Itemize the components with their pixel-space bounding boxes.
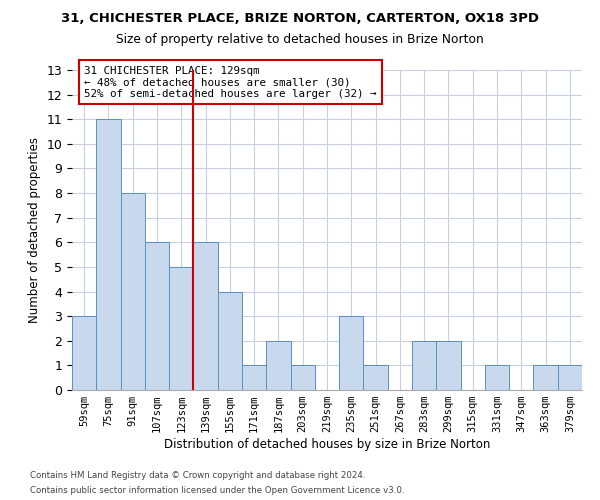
Y-axis label: Number of detached properties: Number of detached properties (28, 137, 41, 323)
Bar (412, 341, 436, 390)
Bar (339, 316, 364, 390)
X-axis label: Distribution of detached houses by size in Brize Norton: Distribution of detached houses by size … (164, 438, 490, 451)
Bar (121, 193, 145, 390)
Bar (242, 366, 266, 390)
Text: 31, CHICHESTER PLACE, BRIZE NORTON, CARTERTON, OX18 3PD: 31, CHICHESTER PLACE, BRIZE NORTON, CART… (61, 12, 539, 26)
Bar (485, 366, 509, 390)
Bar (266, 341, 290, 390)
Bar (96, 119, 121, 390)
Bar (558, 366, 582, 390)
Bar (218, 292, 242, 390)
Bar (364, 366, 388, 390)
Text: Contains public sector information licensed under the Open Government Licence v3: Contains public sector information licen… (30, 486, 404, 495)
Bar (436, 341, 461, 390)
Text: Contains HM Land Registry data © Crown copyright and database right 2024.: Contains HM Land Registry data © Crown c… (30, 471, 365, 480)
Bar (72, 316, 96, 390)
Bar (193, 242, 218, 390)
Bar (145, 242, 169, 390)
Text: 31 CHICHESTER PLACE: 129sqm
← 48% of detached houses are smaller (30)
52% of sem: 31 CHICHESTER PLACE: 129sqm ← 48% of det… (84, 66, 377, 99)
Text: Size of property relative to detached houses in Brize Norton: Size of property relative to detached ho… (116, 32, 484, 46)
Bar (290, 366, 315, 390)
Bar (169, 267, 193, 390)
Bar (533, 366, 558, 390)
